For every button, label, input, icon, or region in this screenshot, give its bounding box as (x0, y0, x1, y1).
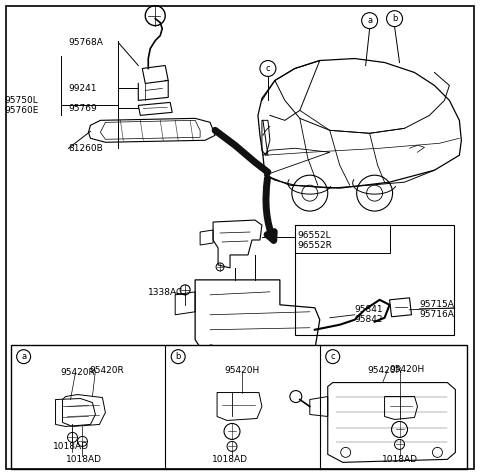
Text: 95842: 95842 (355, 315, 383, 324)
Text: b: b (176, 352, 181, 361)
Text: 1018AD: 1018AD (65, 455, 101, 464)
Text: 95769: 95769 (69, 104, 97, 113)
Text: 99241: 99241 (69, 84, 97, 93)
Text: 1018AD: 1018AD (382, 455, 418, 464)
Text: c: c (265, 64, 270, 73)
Bar (295, 225, 390, 253)
Text: b: b (392, 14, 397, 23)
Text: 95420H: 95420H (224, 366, 259, 375)
Text: 95841: 95841 (355, 305, 384, 314)
Text: 1338AC: 1338AC (148, 288, 183, 297)
Text: 95420R: 95420R (60, 368, 95, 377)
Text: 1018AD: 1018AD (52, 442, 88, 451)
Text: 96552L: 96552L (298, 230, 332, 239)
Text: 96552R: 96552R (298, 241, 333, 250)
FancyArrowPatch shape (266, 178, 274, 240)
Text: c: c (330, 352, 335, 361)
Text: 95768A: 95768A (69, 38, 103, 47)
Text: 95750L: 95750L (5, 96, 38, 105)
Text: 95420H: 95420H (390, 365, 425, 374)
Text: a: a (367, 16, 372, 25)
Text: 95420R: 95420R (89, 366, 124, 375)
Text: 81260B: 81260B (69, 144, 103, 153)
Text: 1018AD: 1018AD (212, 455, 248, 464)
Bar (11, 345, 468, 469)
Text: 95715A: 95715A (420, 300, 455, 309)
Text: 95760E: 95760E (5, 106, 39, 115)
Bar (295, 225, 455, 335)
Text: 95420R: 95420R (368, 366, 402, 375)
Text: 95716A: 95716A (420, 310, 455, 319)
Text: a: a (21, 352, 26, 361)
